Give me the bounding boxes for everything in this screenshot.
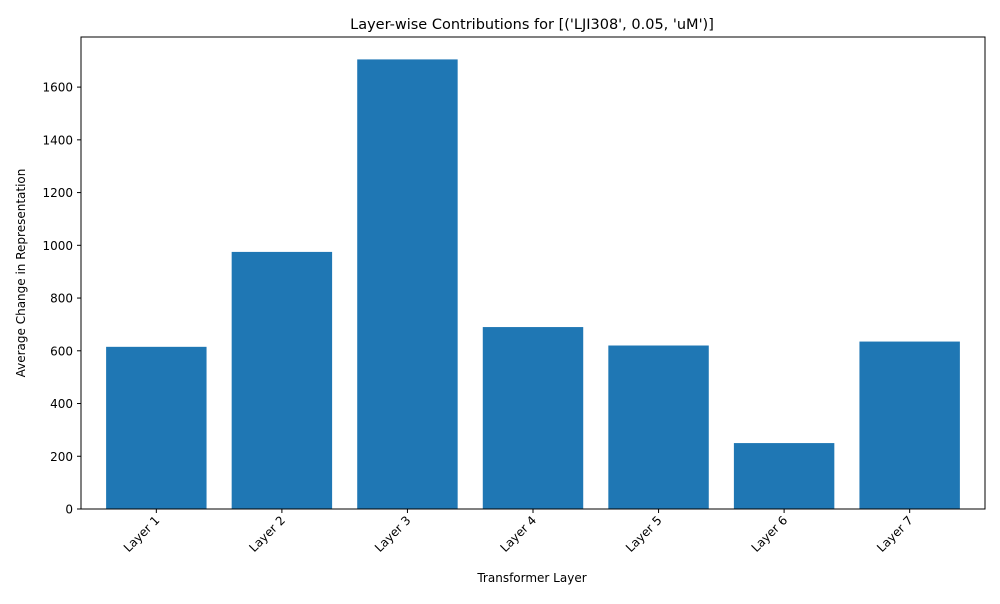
x-tick-label: Layer 1 bbox=[121, 513, 163, 555]
x-tick-label: Layer 6 bbox=[749, 513, 791, 555]
bars-group bbox=[106, 59, 960, 509]
y-tick-label: 1600 bbox=[42, 81, 73, 95]
x-axis-label: Transformer Layer bbox=[476, 571, 586, 585]
x-tick-label: Layer 7 bbox=[874, 513, 916, 555]
x-axis: Layer 1 Layer 2 Layer 3 Layer 4 Layer 5 Layer… bbox=[121, 509, 916, 555]
y-tick-label: 1000 bbox=[42, 239, 73, 253]
y-tick-label: 200 bbox=[50, 450, 73, 464]
y-tick-label: 1200 bbox=[42, 186, 73, 200]
bar-7 bbox=[859, 341, 960, 509]
y-tick-label: 800 bbox=[50, 292, 73, 306]
y-tick-label: 600 bbox=[50, 344, 73, 358]
x-tick-label: Layer 5 bbox=[623, 513, 665, 555]
x-tick-label: Layer 3 bbox=[372, 513, 414, 555]
y-tick-label: 0 bbox=[65, 503, 73, 517]
x-tick-label: Layer 2 bbox=[246, 513, 288, 555]
bar-2 bbox=[231, 251, 333, 509]
bar-1 bbox=[106, 346, 207, 509]
bar-4 bbox=[482, 327, 584, 509]
y-axis-label: Average Change in Representation bbox=[14, 169, 28, 378]
bar-5 bbox=[608, 345, 709, 509]
y-axis: 0 200 400 600 800 1000 1200 1400 1600 bbox=[42, 81, 81, 517]
y-tick-label: 1400 bbox=[42, 133, 73, 147]
x-tick-label: Layer 4 bbox=[497, 513, 539, 555]
y-tick-label: 400 bbox=[50, 397, 73, 411]
chart-title: Layer-wise Contributions for [('LJI308',… bbox=[350, 17, 714, 33]
bar-3 bbox=[357, 59, 458, 509]
plot-frame bbox=[80, 36, 986, 510]
bar-6 bbox=[733, 443, 835, 509]
